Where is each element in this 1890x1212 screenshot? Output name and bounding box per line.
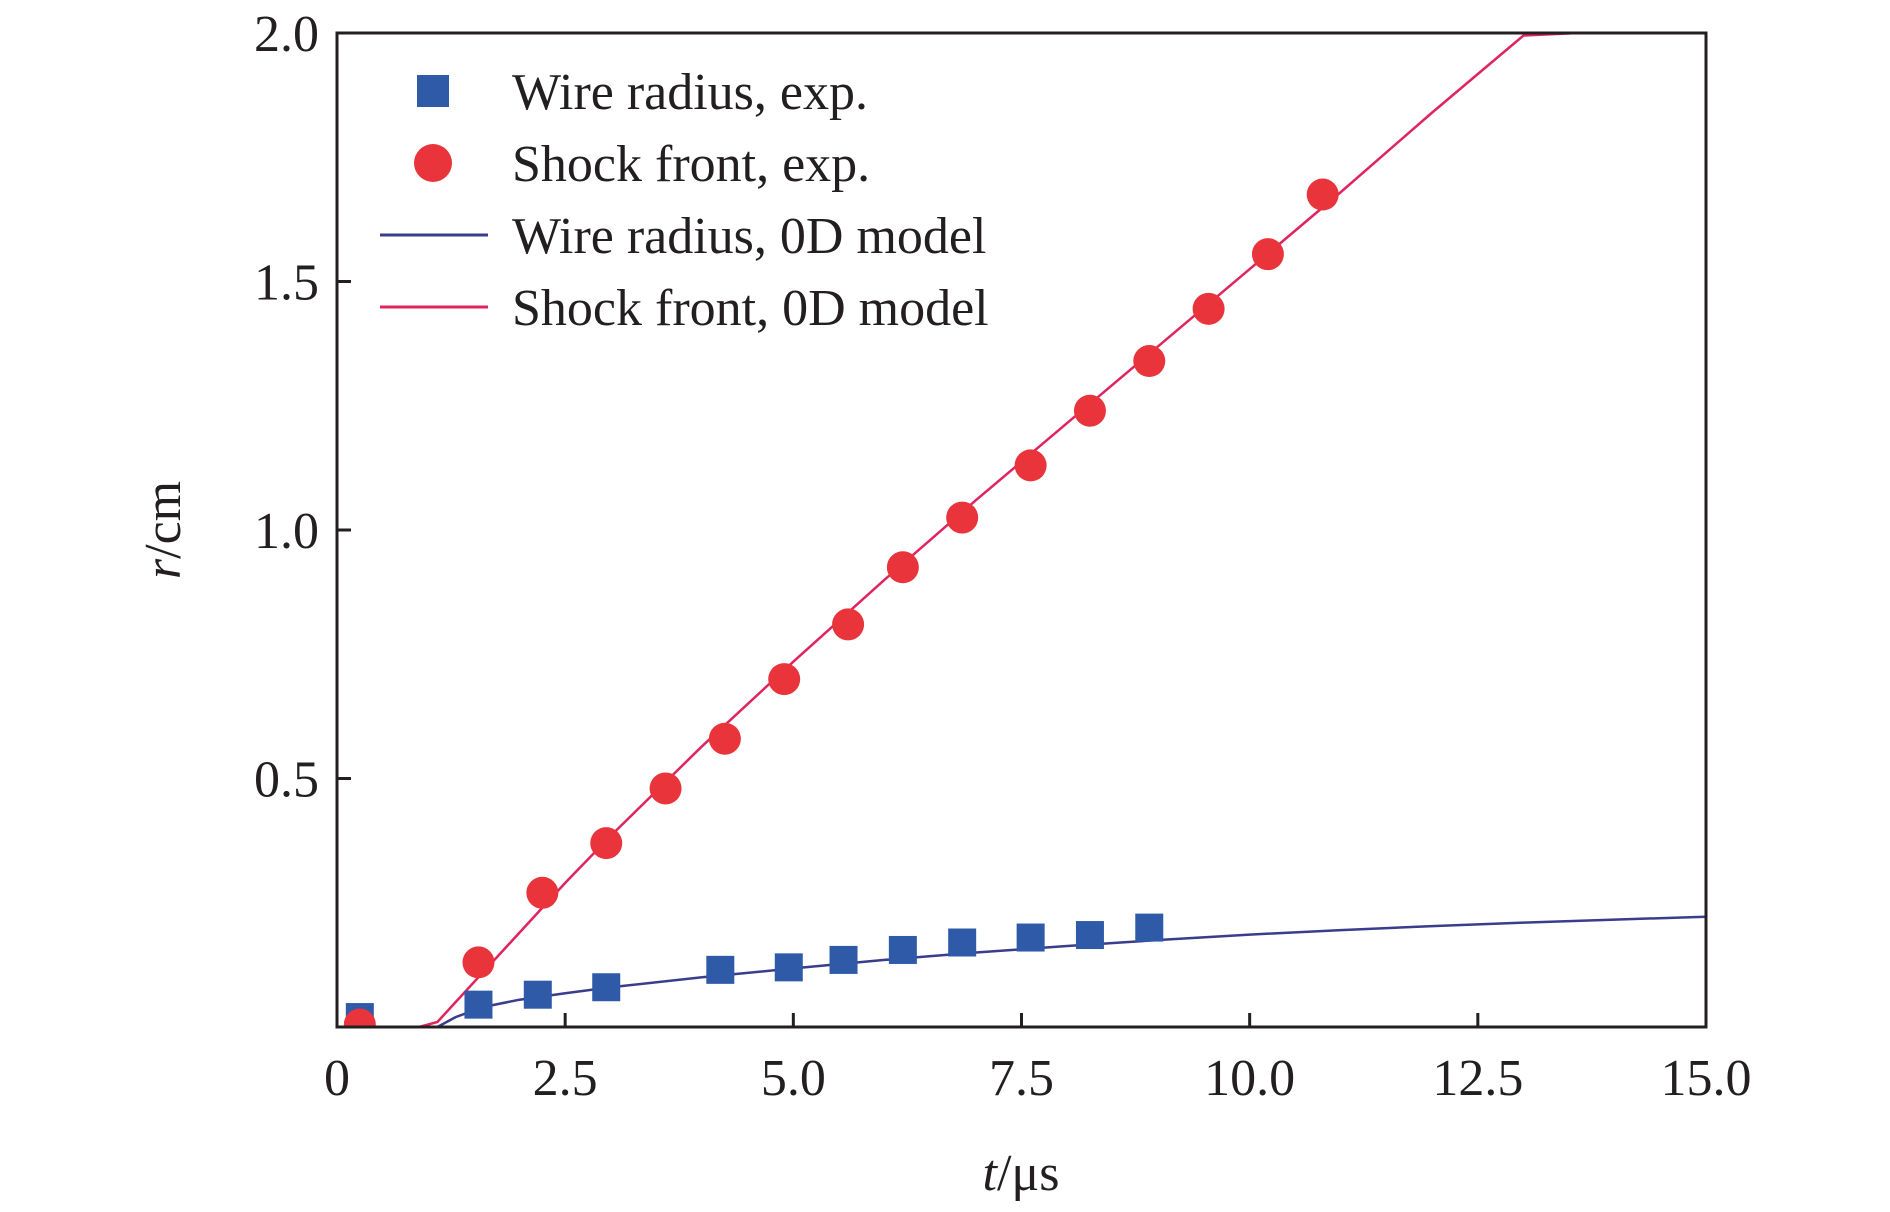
y-axis-var: r [135,558,192,579]
series-0-point [829,945,858,974]
series-0-point [592,973,621,1002]
series-1-point [649,772,682,805]
series-1-point [946,501,979,534]
ticks-layer: 0 2.5 5.0 7.5 10.0 12.5 15.0 0.5 1.0 1.5 2.0 [254,6,1752,1107]
series-1-point [343,1008,376,1027]
x-tick-label: 15.0 [1661,1050,1752,1107]
series-0-point [1075,921,1104,950]
x-axis-label: t/μs [982,1145,1059,1202]
series-1-point [708,722,741,755]
x-tick-label: 0 [324,1050,350,1107]
x-tick-label: 2.5 [533,1050,598,1107]
y-tick-label: 1.5 [254,255,319,312]
series-1-point [1073,394,1106,427]
legend-label-3: Shock front, 0D model [512,280,989,337]
series-1-point [886,551,919,584]
series-0-point [1016,923,1045,952]
x-tick-label: 12.5 [1432,1050,1523,1107]
series-1-point [1251,238,1284,271]
y-tick-label: 0.5 [254,752,319,809]
series-1-point [1014,449,1047,482]
series-0-point [888,935,917,964]
series-0-point [948,928,977,957]
legend: Wire radius, exp. Shock front, exp. Wire r… [380,64,989,337]
y-axis-label: r/cm [135,481,192,579]
series-1-point [462,946,495,979]
y-tick-label: 1.0 [254,503,319,560]
series-1-point [1133,345,1166,378]
series-1-point [768,663,801,696]
series-1-point [832,608,865,641]
series-1-point [1306,178,1339,211]
series-0-point [1135,913,1164,942]
series-0-point [706,955,735,984]
legend-marker-1 [414,144,452,182]
y-axis-unit: /cm [135,481,192,559]
x-tick-label: 5.0 [761,1050,826,1107]
series-layer [337,33,1706,1027]
x-tick-label: 10.0 [1204,1050,1295,1107]
series-1-point [1192,292,1225,325]
series-0-point [464,990,493,1019]
x-axis-unit: /μs [997,1145,1060,1202]
legend-label-1: Shock front, exp. [512,136,870,193]
series-1-point [590,827,623,860]
x-axis-var: t [982,1145,998,1202]
legend-label-2: Wire radius, 0D model [512,208,986,265]
y-tick-label: 2.0 [254,6,319,63]
series-0-point [523,980,552,1009]
legend-marker-0 [417,75,449,107]
series-0-point [774,953,803,982]
legend-label-0: Wire radius, exp. [512,64,868,121]
x-tick-label: 7.5 [989,1050,1054,1107]
series-1-point [526,876,559,909]
